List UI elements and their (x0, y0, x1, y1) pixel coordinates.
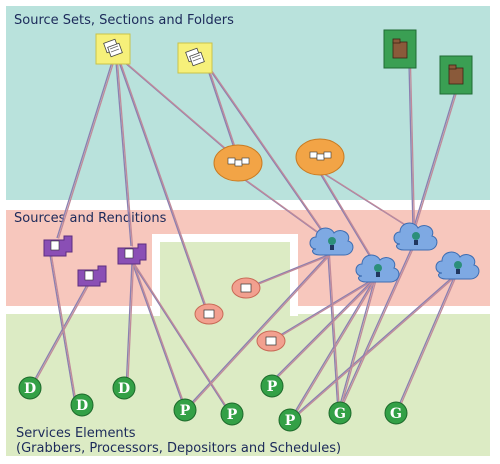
grabber-node[interactable]: G (329, 402, 351, 424)
depositor-node[interactable]: D (113, 377, 135, 399)
folder-node[interactable] (440, 56, 472, 94)
depositor-node[interactable]: D (19, 377, 41, 399)
depositor-letter: D (24, 381, 36, 397)
source-set-node[interactable] (96, 34, 130, 64)
label-services-detail: (Grabbers, Processors, Depositors and Sc… (16, 441, 341, 456)
rendition-node[interactable] (195, 304, 223, 324)
label-sources-renditions: Sources and Renditions (14, 211, 167, 226)
processor-letter: P (267, 379, 278, 395)
rendition-stack-icon (85, 271, 93, 280)
processor-node[interactable]: P (261, 375, 283, 397)
grabber-letter: G (334, 406, 346, 422)
section-node[interactable] (296, 139, 344, 175)
source-set-node[interactable] (178, 43, 212, 73)
processor-node[interactable]: P (174, 399, 196, 421)
processor-node[interactable]: P (221, 403, 243, 425)
depositor-letter: D (76, 398, 88, 414)
rendition-icon (266, 337, 276, 345)
rendition-node[interactable] (232, 278, 260, 298)
rendition-stack-icon (125, 249, 133, 258)
depositor-letter: D (118, 381, 130, 397)
label-source-sets: Source Sets, Sections and Folders (14, 13, 234, 28)
processor-letter: P (285, 413, 296, 429)
processor-letter: P (180, 403, 191, 419)
rendition-icon (204, 310, 214, 318)
processor-letter: P (227, 407, 238, 423)
depositor-node[interactable]: D (71, 394, 93, 416)
folder-icon (393, 39, 407, 58)
grabber-node[interactable]: G (385, 402, 407, 424)
rendition-stack-icon (51, 241, 59, 250)
folder-icon (449, 65, 463, 84)
processor-node[interactable]: P (279, 409, 301, 431)
grabber-letter: G (390, 406, 402, 422)
rendition-icon (241, 284, 251, 292)
label-services: Services Elements (16, 426, 136, 441)
rendition-node[interactable] (257, 331, 285, 351)
section-node[interactable] (214, 145, 262, 181)
folder-node[interactable] (384, 30, 416, 68)
